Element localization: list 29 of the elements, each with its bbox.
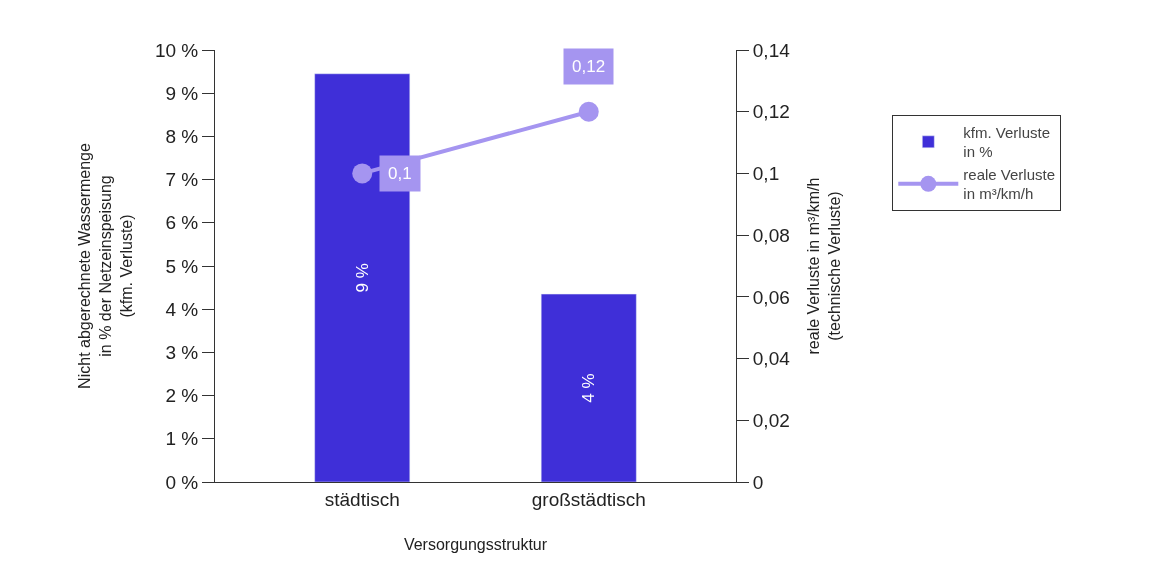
y-tick-label: 7 % <box>165 169 199 191</box>
y-tick-label: 1 % <box>165 428 199 450</box>
legend-label: reale Verluste in m³/km/h <box>963 165 1056 203</box>
y2-tick-label: 0 <box>752 471 764 493</box>
data-label: 0,1 <box>388 164 412 183</box>
data-label: 9 % <box>352 263 372 293</box>
y-tick-label: 6 % <box>165 212 199 234</box>
y2-axis-title: reale Verluste in m³/km/h (technische Verluste) <box>804 177 843 355</box>
y2-tick-label: 0,08 <box>752 224 790 246</box>
y2-tick-label: 0,12 <box>752 101 790 123</box>
y2-tick-label: 0,14 <box>752 39 791 61</box>
y-axis-title: Nicht abgerechnete Wassermenge in % der Netzeinspeisung (kfm. Verluste) <box>76 143 135 389</box>
y-tick-label: 3 % <box>165 342 199 364</box>
y-tick-label: 5 % <box>165 255 199 277</box>
y-tick-label: 8 % <box>165 126 199 148</box>
y2-tick-label: 0,1 <box>752 163 780 185</box>
y-tick-label: 2 % <box>165 385 199 407</box>
y2-tick-label: 0,04 <box>752 348 791 370</box>
y-tick-label: 0 % <box>165 471 199 493</box>
x-axis-title: Versorgungsstruktur <box>403 536 548 554</box>
data-label: 0,12 <box>572 57 606 76</box>
x-tick-label: städtisch <box>324 488 400 510</box>
x-tick-label: großstädtisch <box>531 488 646 510</box>
data-label: 4 % <box>579 373 599 403</box>
y-tick-label: 10 % <box>154 39 199 61</box>
y2-tick-label: 0,06 <box>752 286 790 308</box>
y-tick-label: 4 % <box>165 298 199 320</box>
y-tick-label: 9 % <box>165 82 199 104</box>
y2-tick-label: 0,02 <box>752 409 790 431</box>
